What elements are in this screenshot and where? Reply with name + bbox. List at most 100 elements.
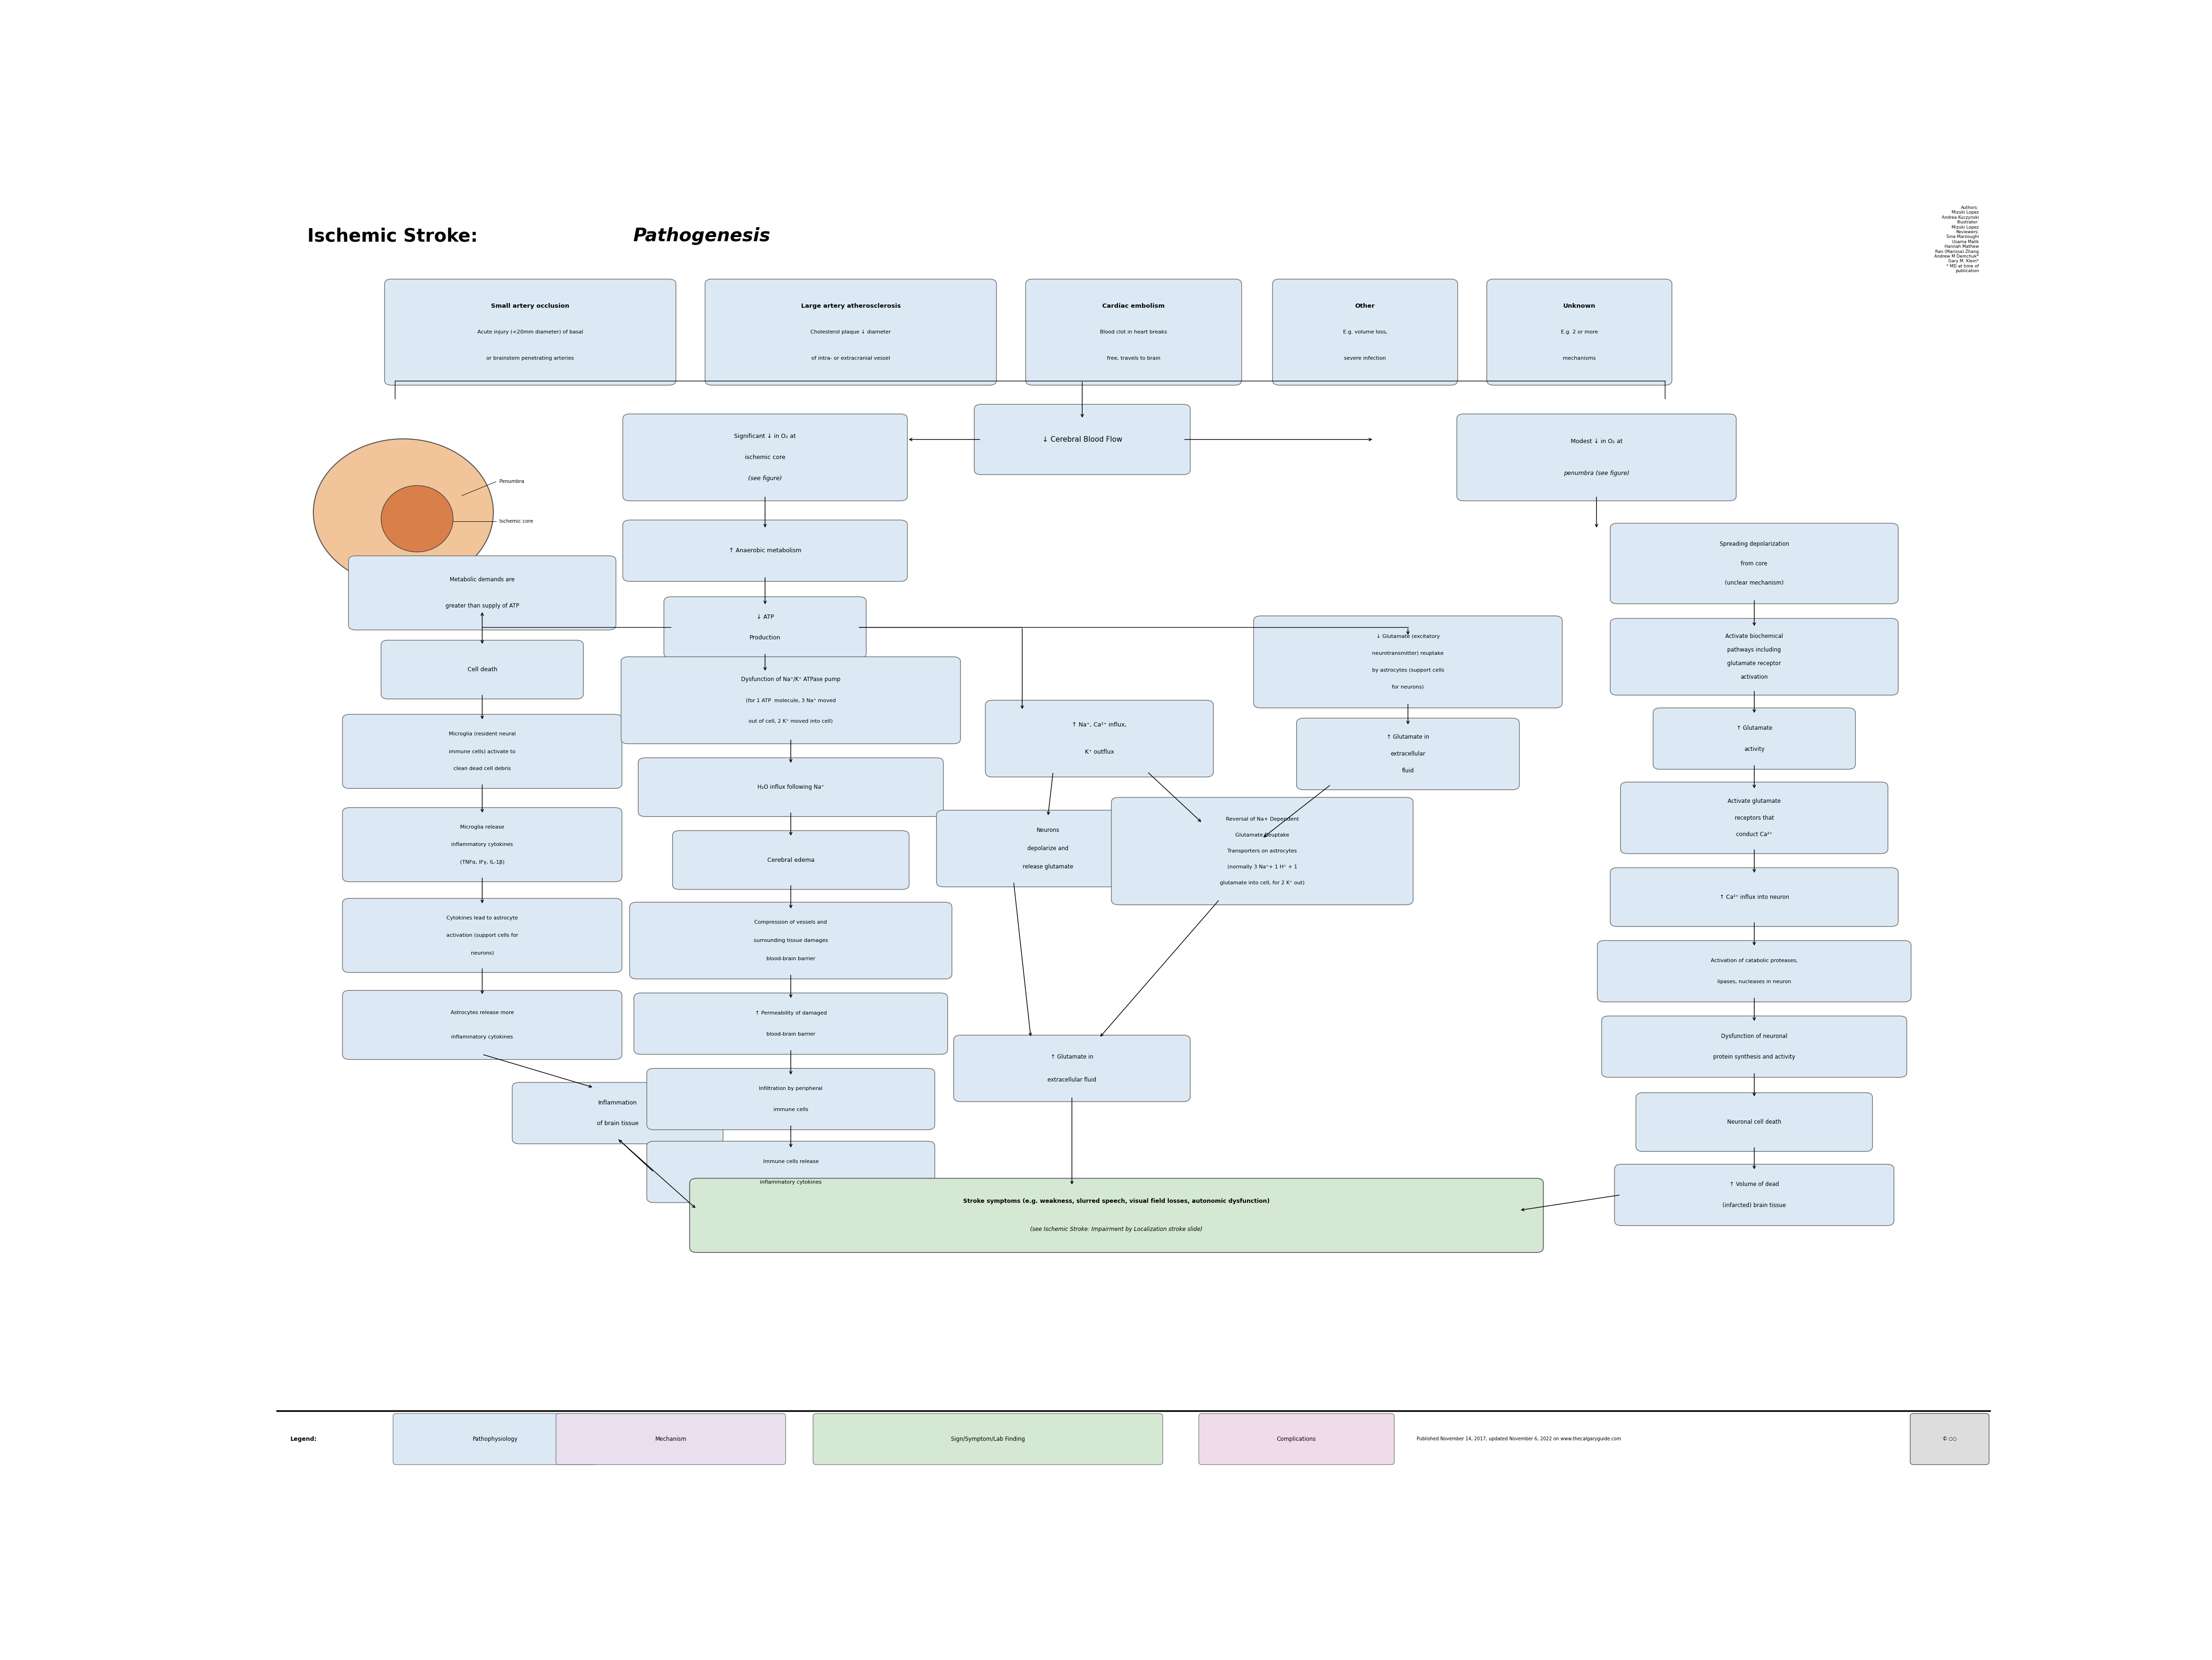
Text: for neurons): for neurons) xyxy=(1391,684,1425,689)
Text: lipases, nucleases in neuron: lipases, nucleases in neuron xyxy=(1717,979,1792,984)
Text: Sign/Symptom/Lab Finding: Sign/Symptom/Lab Finding xyxy=(951,1436,1024,1443)
Text: neurons): neurons) xyxy=(471,951,493,954)
FancyBboxPatch shape xyxy=(635,993,947,1054)
FancyBboxPatch shape xyxy=(973,405,1190,475)
FancyBboxPatch shape xyxy=(1911,1414,1989,1464)
Text: ↓ Cerebral Blood Flow: ↓ Cerebral Blood Flow xyxy=(1042,437,1121,443)
FancyBboxPatch shape xyxy=(343,714,622,789)
Text: Microglia release: Microglia release xyxy=(460,825,504,830)
Text: Compression of vessels and: Compression of vessels and xyxy=(754,920,827,925)
FancyBboxPatch shape xyxy=(343,898,622,973)
Text: Cholesterol plaque ↓ diameter: Cholesterol plaque ↓ diameter xyxy=(810,330,891,334)
Text: Pathophysiology: Pathophysiology xyxy=(473,1436,518,1443)
FancyBboxPatch shape xyxy=(646,1140,936,1202)
Text: (TNFα, IFγ, IL-1β): (TNFα, IFγ, IL-1β) xyxy=(460,860,504,865)
FancyBboxPatch shape xyxy=(953,1036,1190,1102)
Text: Metabolic demands are: Metabolic demands are xyxy=(449,576,515,583)
FancyBboxPatch shape xyxy=(664,596,867,657)
Text: Neuronal cell death: Neuronal cell death xyxy=(1728,1119,1781,1125)
Ellipse shape xyxy=(380,485,453,553)
Text: of brain tissue: of brain tissue xyxy=(597,1121,639,1127)
FancyBboxPatch shape xyxy=(630,903,951,979)
Text: penumbra (see figure): penumbra (see figure) xyxy=(1564,470,1630,476)
Text: Published November 14, 2017; updated November 6, 2022 on www.thecalgaryguide.com: Published November 14, 2017; updated Nov… xyxy=(1416,1436,1621,1441)
Text: Glutamate Reuptake: Glutamate Reuptake xyxy=(1234,833,1290,838)
FancyBboxPatch shape xyxy=(385,279,677,385)
Text: Penumbra: Penumbra xyxy=(500,480,524,485)
FancyBboxPatch shape xyxy=(624,413,907,501)
FancyBboxPatch shape xyxy=(1610,868,1898,926)
Text: ↑ Na⁺, Ca²⁺ influx,: ↑ Na⁺, Ca²⁺ influx, xyxy=(1073,722,1126,729)
Text: Cardiac embolism: Cardiac embolism xyxy=(1102,302,1166,309)
FancyBboxPatch shape xyxy=(1610,619,1898,696)
FancyBboxPatch shape xyxy=(1652,707,1856,769)
Text: free, travels to brain: free, travels to brain xyxy=(1106,355,1161,360)
FancyBboxPatch shape xyxy=(513,1082,723,1144)
Text: inflammatory cytokines: inflammatory cytokines xyxy=(451,842,513,847)
Text: activity: activity xyxy=(1743,745,1765,752)
Text: Small artery occlusion: Small artery occlusion xyxy=(491,302,568,309)
Text: H₂O influx following Na⁺: H₂O influx following Na⁺ xyxy=(757,784,825,790)
Text: depolarize and: depolarize and xyxy=(1026,845,1068,852)
Text: glutamate receptor: glutamate receptor xyxy=(1728,661,1781,667)
Text: conduct Ca²⁺: conduct Ca²⁺ xyxy=(1736,832,1772,838)
Text: Complications: Complications xyxy=(1276,1436,1316,1443)
Text: Cerebral edema: Cerebral edema xyxy=(768,857,814,863)
Text: Neurons: Neurons xyxy=(1037,827,1060,833)
Text: Ischemic core: Ischemic core xyxy=(500,520,533,523)
Text: Reversal of Na+ Dependent: Reversal of Na+ Dependent xyxy=(1225,817,1298,822)
Text: Acute injury (<20mm diameter) of basal: Acute injury (<20mm diameter) of basal xyxy=(478,330,584,334)
Text: Dysfunction of Na⁺/K⁺ ATPase pump: Dysfunction of Na⁺/K⁺ ATPase pump xyxy=(741,676,841,682)
Text: ↓ ATP: ↓ ATP xyxy=(757,614,774,619)
FancyBboxPatch shape xyxy=(1615,1164,1893,1225)
FancyBboxPatch shape xyxy=(1458,413,1736,501)
Text: immune cells: immune cells xyxy=(774,1107,807,1112)
Text: fluid: fluid xyxy=(1402,767,1413,774)
Text: from core: from core xyxy=(1741,561,1767,566)
Text: Cell death: Cell death xyxy=(467,667,498,672)
Text: Activate biochemical: Activate biochemical xyxy=(1725,634,1783,639)
FancyBboxPatch shape xyxy=(1601,1016,1907,1077)
Text: ↓ Glutamate (excitatory: ↓ Glutamate (excitatory xyxy=(1376,634,1440,639)
Text: Other: Other xyxy=(1356,302,1376,309)
Text: Ischemic Stroke:: Ischemic Stroke: xyxy=(307,227,484,246)
Text: (see figure): (see figure) xyxy=(748,475,783,481)
FancyBboxPatch shape xyxy=(814,1414,1164,1464)
Text: Activation of catabolic proteases,: Activation of catabolic proteases, xyxy=(1710,958,1798,963)
Text: Significant ↓ in O₂ at: Significant ↓ in O₂ at xyxy=(734,433,796,440)
Text: clean dead cell debris: clean dead cell debris xyxy=(453,767,511,772)
FancyBboxPatch shape xyxy=(624,520,907,581)
Text: ↑ Anaerobic metabolism: ↑ Anaerobic metabolism xyxy=(728,548,801,554)
Text: Transporters on astrocytes: Transporters on astrocytes xyxy=(1228,848,1296,853)
Text: activation: activation xyxy=(1741,674,1767,681)
FancyBboxPatch shape xyxy=(1296,719,1520,790)
FancyBboxPatch shape xyxy=(394,1414,597,1464)
FancyBboxPatch shape xyxy=(1610,523,1898,604)
Text: E.g. 2 or more: E.g. 2 or more xyxy=(1562,330,1597,334)
FancyBboxPatch shape xyxy=(1199,1414,1394,1464)
FancyBboxPatch shape xyxy=(380,641,584,699)
Text: Immune cells release: Immune cells release xyxy=(763,1159,818,1164)
FancyBboxPatch shape xyxy=(1272,279,1458,385)
Text: E.g. volume loss,: E.g. volume loss, xyxy=(1343,330,1387,334)
Text: extracellular: extracellular xyxy=(1391,750,1425,757)
Text: greater than supply of ATP: greater than supply of ATP xyxy=(445,603,520,609)
FancyBboxPatch shape xyxy=(1110,797,1413,905)
Text: pathways including: pathways including xyxy=(1728,647,1781,652)
Text: Legend:: Legend: xyxy=(290,1436,316,1443)
FancyBboxPatch shape xyxy=(343,808,622,881)
FancyBboxPatch shape xyxy=(936,810,1159,886)
Text: of intra- or extracranial vessel: of intra- or extracranial vessel xyxy=(812,355,889,360)
Text: ↑ Volume of dead: ↑ Volume of dead xyxy=(1730,1182,1778,1187)
Text: © ○○: © ○○ xyxy=(1942,1436,1958,1441)
Text: receptors that: receptors that xyxy=(1734,815,1774,822)
Text: activation (support cells for: activation (support cells for xyxy=(447,933,518,938)
FancyBboxPatch shape xyxy=(343,991,622,1059)
Text: by astrocytes (support cells: by astrocytes (support cells xyxy=(1371,667,1444,672)
Text: Production: Production xyxy=(750,634,781,641)
Text: Unknown: Unknown xyxy=(1564,302,1595,309)
Text: extracellular fluid: extracellular fluid xyxy=(1048,1077,1097,1082)
Text: Inflammation: Inflammation xyxy=(597,1099,637,1106)
Text: Authors:
Mizuki Lopez
Andrea Kuczynski
Illustrator:
Mizuki Lopez
Reviewers:
Sina: Authors: Mizuki Lopez Andrea Kuczynski I… xyxy=(1933,206,1980,274)
Text: (normally 3 Na⁺+ 1 H⁺ + 1: (normally 3 Na⁺+ 1 H⁺ + 1 xyxy=(1228,865,1296,870)
